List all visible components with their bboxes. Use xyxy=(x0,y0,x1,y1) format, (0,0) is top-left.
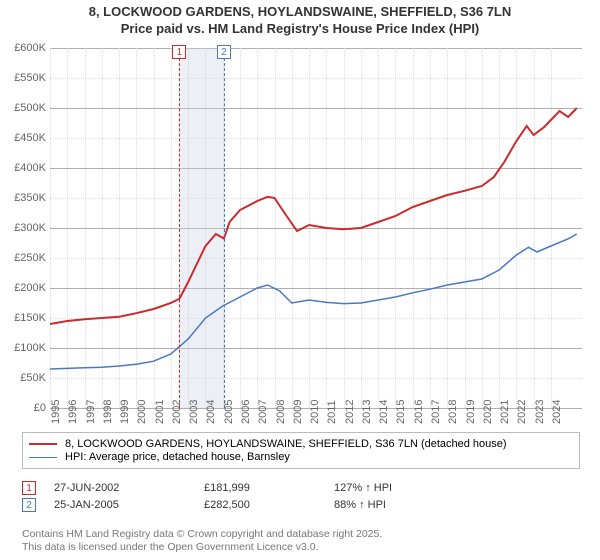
xtick-label: 2019 xyxy=(465,400,477,424)
xtick-label: 2006 xyxy=(240,400,252,424)
xtick-label: 1999 xyxy=(119,400,131,424)
sale-pct-1: 127% ↑ HPI xyxy=(334,482,454,494)
ytick-label: £600K xyxy=(0,42,46,54)
xtick-label: 2015 xyxy=(395,400,407,424)
ytick-label: £450K xyxy=(0,132,46,144)
legend-item-hpi: HPI: Average price, detached house, Barn… xyxy=(29,451,573,463)
attribution-line2: This data is licensed under the Open Gov… xyxy=(22,541,382,554)
xtick-label: 2005 xyxy=(223,400,235,424)
ytick-label: £0 xyxy=(0,402,46,414)
marker-badge: 2 xyxy=(217,45,231,59)
ytick-label: £350K xyxy=(0,192,46,204)
legend-label-hpi: HPI: Average price, detached house, Barn… xyxy=(65,451,290,463)
ytick-label: £500K xyxy=(0,102,46,114)
xtick-label: 2010 xyxy=(309,400,321,424)
sale-badge-2: 2 xyxy=(22,498,36,512)
sale-date-1: 27-JUN-2002 xyxy=(54,482,204,494)
ytick-label: £100K xyxy=(0,342,46,354)
xtick-label: 1998 xyxy=(102,400,114,424)
sales-table: 1 27-JUN-2002 £181,999 127% ↑ HPI 2 25-J… xyxy=(22,478,454,515)
legend-swatch-subject xyxy=(29,443,57,445)
series-subject xyxy=(50,108,577,324)
sale-pct-2: 88% ↑ HPI xyxy=(334,499,454,511)
xtick-label: 2013 xyxy=(361,400,373,424)
xtick-label: 2023 xyxy=(534,400,546,424)
attribution-line1: Contains HM Land Registry data © Crown c… xyxy=(22,528,382,541)
sale-price-1: £181,999 xyxy=(204,482,334,494)
legend-label-subject: 8, LOCKWOOD GARDENS, HOYLANDSWAINE, SHEF… xyxy=(65,438,507,450)
ytick-label: £150K xyxy=(0,312,46,324)
line-series-svg xyxy=(50,48,582,408)
xtick-label: 2007 xyxy=(257,400,269,424)
xtick-label: 2001 xyxy=(154,400,166,424)
sale-badge-1: 1 xyxy=(22,481,36,495)
ytick-label: £550K xyxy=(0,72,46,84)
xtick-label: 2009 xyxy=(292,400,304,424)
legend-item-subject: 8, LOCKWOOD GARDENS, HOYLANDSWAINE, SHEF… xyxy=(29,438,573,450)
xtick-label: 1995 xyxy=(50,400,62,424)
series-hpi xyxy=(50,234,577,369)
xtick-label: 1996 xyxy=(67,400,79,424)
marker-badge: 1 xyxy=(172,45,186,59)
ytick-label: £300K xyxy=(0,222,46,234)
sale-row-2: 2 25-JAN-2005 £282,500 88% ↑ HPI xyxy=(22,498,454,512)
chart-container: 8, LOCKWOOD GARDENS, HOYLANDSWAINE, SHEF… xyxy=(0,0,600,560)
attribution: Contains HM Land Registry data © Crown c… xyxy=(22,528,382,554)
legend-swatch-hpi xyxy=(29,457,57,458)
ytick-label: £400K xyxy=(0,162,46,174)
xtick-label: 2020 xyxy=(482,400,494,424)
xtick-label: 1997 xyxy=(85,400,97,424)
ytick-label: £250K xyxy=(0,252,46,264)
legend: 8, LOCKWOOD GARDENS, HOYLANDSWAINE, SHEF… xyxy=(22,432,580,469)
xtick-label: 2000 xyxy=(136,400,148,424)
title-address: 8, LOCKWOOD GARDENS, HOYLANDSWAINE, SHEF… xyxy=(0,4,600,21)
xtick-label: 2021 xyxy=(499,400,511,424)
xtick-label: 2018 xyxy=(447,400,459,424)
chart-area: 12 £0£100K£200K£300K£400K£500K£600K£50K£… xyxy=(50,48,582,408)
sale-date-2: 25-JAN-2005 xyxy=(54,499,204,511)
xtick-label: 2014 xyxy=(378,400,390,424)
title-block: 8, LOCKWOOD GARDENS, HOYLANDSWAINE, SHEF… xyxy=(0,0,600,38)
xtick-label: 2002 xyxy=(171,400,183,424)
sale-price-2: £282,500 xyxy=(204,499,334,511)
xtick-label: 2022 xyxy=(516,400,528,424)
xtick-label: 2024 xyxy=(551,400,563,424)
xtick-label: 2017 xyxy=(430,400,442,424)
sale-row-1: 1 27-JUN-2002 £181,999 127% ↑ HPI xyxy=(22,481,454,495)
xtick-label: 2012 xyxy=(344,400,356,424)
xtick-label: 2011 xyxy=(326,400,338,424)
ytick-label: £50K xyxy=(0,372,46,384)
xtick-label: 2004 xyxy=(205,400,217,424)
xtick-label: 2016 xyxy=(413,400,425,424)
xtick-label: 2003 xyxy=(188,400,200,424)
xtick-label: 2008 xyxy=(275,400,287,424)
ytick-label: £200K xyxy=(0,282,46,294)
title-subtitle: Price paid vs. HM Land Registry's House … xyxy=(0,21,600,38)
